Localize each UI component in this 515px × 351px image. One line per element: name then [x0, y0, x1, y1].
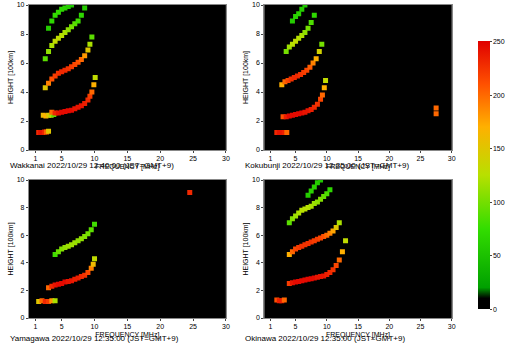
svg-text:0: 0 [21, 314, 25, 321]
svg-text:30: 30 [448, 155, 456, 162]
svg-text:5: 5 [60, 155, 64, 162]
svg-text:10: 10 [91, 323, 99, 330]
svg-text:4: 4 [256, 259, 260, 266]
svg-text:2: 2 [21, 117, 25, 124]
svg-text:1: 1 [269, 323, 273, 330]
svg-text:FREQUENCY [MHz]: FREQUENCY [MHz] [326, 163, 390, 171]
svg-text:15: 15 [123, 323, 131, 330]
svg-text:5: 5 [294, 323, 298, 330]
svg-text:10: 10 [17, 1, 25, 8]
svg-text:4: 4 [21, 88, 25, 95]
svg-text:6: 6 [256, 232, 260, 239]
svg-text:5: 5 [294, 155, 298, 162]
svg-text:FREQUENCY [MHz]: FREQUENCY [MHz] [95, 331, 159, 339]
svg-text:2: 2 [256, 117, 260, 124]
svg-text:150: 150 [493, 145, 505, 152]
svg-text:10: 10 [91, 155, 99, 162]
svg-text:HEIGHT [100km]: HEIGHT [100km] [242, 222, 250, 275]
svg-text:0: 0 [256, 314, 260, 321]
svg-text:100: 100 [493, 199, 505, 206]
svg-text:0: 0 [256, 146, 260, 153]
svg-text:HEIGHT [100km]: HEIGHT [100km] [7, 51, 15, 104]
svg-text:15: 15 [123, 155, 131, 162]
svg-text:250: 250 [493, 38, 505, 45]
svg-text:10: 10 [323, 323, 331, 330]
svg-text:10: 10 [252, 176, 260, 183]
svg-text:30: 30 [222, 155, 230, 162]
svg-text:8: 8 [256, 204, 260, 211]
svg-text:30: 30 [448, 323, 456, 330]
svg-text:0: 0 [493, 306, 497, 313]
svg-text:FREQUENCY [MHz]: FREQUENCY [MHz] [326, 331, 390, 339]
svg-text:25: 25 [189, 155, 197, 162]
svg-text:8: 8 [21, 204, 25, 211]
svg-text:6: 6 [256, 59, 260, 66]
svg-text:1: 1 [269, 155, 273, 162]
svg-text:20: 20 [385, 155, 393, 162]
svg-text:200: 200 [493, 92, 505, 99]
svg-text:1: 1 [33, 323, 37, 330]
svg-text:25: 25 [417, 155, 425, 162]
svg-text:8: 8 [21, 30, 25, 37]
svg-text:Okinawa 2022/10/29 12:35:00 (J: Okinawa 2022/10/29 12:35:00 (JST=GMT+9) [245, 334, 405, 343]
svg-text:20: 20 [156, 155, 164, 162]
svg-text:FREQUENCY [MHz]: FREQUENCY [MHz] [95, 163, 159, 171]
svg-text:2: 2 [256, 287, 260, 294]
svg-text:10: 10 [323, 155, 331, 162]
svg-text:15: 15 [354, 155, 362, 162]
svg-text:50: 50 [493, 252, 501, 259]
svg-text:10: 10 [17, 176, 25, 183]
svg-text:6: 6 [21, 59, 25, 66]
svg-text:2: 2 [21, 287, 25, 294]
svg-text:4: 4 [256, 88, 260, 95]
svg-text:6: 6 [21, 232, 25, 239]
svg-text:0: 0 [21, 146, 25, 153]
svg-text:1: 1 [33, 155, 37, 162]
svg-text:4: 4 [21, 259, 25, 266]
svg-text:Wakkanai 2022/10/29 12:40:00 (: Wakkanai 2022/10/29 12:40:00 (JST=GMT+9) [10, 161, 174, 170]
svg-text:10: 10 [252, 1, 260, 8]
svg-text:25: 25 [189, 323, 197, 330]
svg-text:Kokubunji 2022/10/29 12:35:00: Kokubunji 2022/10/29 12:35:00 (JST=GMT+9… [245, 161, 409, 170]
svg-text:30: 30 [222, 323, 230, 330]
svg-text:HEIGHT [100km]: HEIGHT [100km] [242, 51, 250, 104]
svg-text:20: 20 [385, 323, 393, 330]
svg-text:Yamagawa 2022/10/29 12:35:00 (: Yamagawa 2022/10/29 12:35:00 (JST=GMT+9) [10, 334, 179, 343]
svg-text:8: 8 [256, 30, 260, 37]
svg-text:HEIGHT [100km]: HEIGHT [100km] [7, 222, 15, 275]
svg-text:15: 15 [354, 323, 362, 330]
svg-text:25: 25 [417, 323, 425, 330]
svg-text:5: 5 [60, 323, 64, 330]
svg-text:20: 20 [156, 323, 164, 330]
